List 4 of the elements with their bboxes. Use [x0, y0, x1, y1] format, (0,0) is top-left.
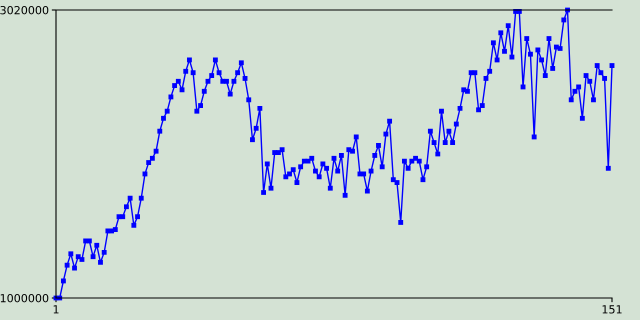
- x-tick-label: 151: [602, 305, 622, 314]
- y-tick-label: 3020000: [0, 6, 48, 14]
- x-tick-label: 1: [54, 305, 59, 314]
- y-tick-label: 1000000: [0, 294, 48, 302]
